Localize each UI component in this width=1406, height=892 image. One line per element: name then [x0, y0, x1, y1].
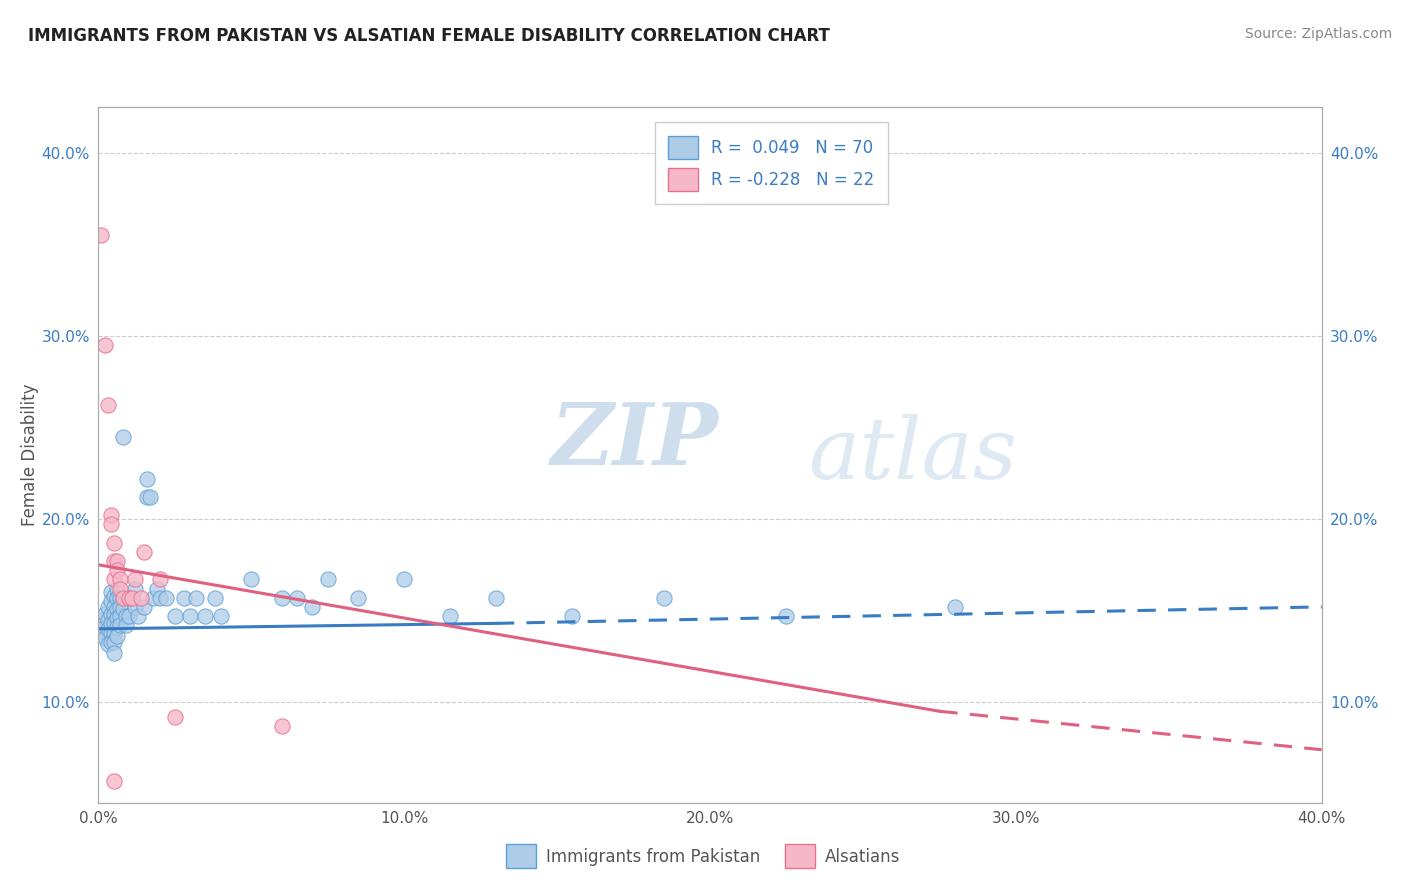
Text: atlas: atlas — [808, 414, 1017, 496]
Point — [97, 399, 120, 413]
Point — [108, 618, 131, 632]
Point — [115, 618, 138, 632]
Point — [97, 599, 120, 614]
Point — [105, 611, 128, 625]
Point — [105, 582, 128, 596]
Point — [93, 607, 115, 622]
Point — [97, 636, 120, 650]
Point — [103, 646, 125, 660]
Text: Source: ZipAtlas.com: Source: ZipAtlas.com — [1244, 27, 1392, 41]
Point — [105, 620, 128, 634]
Point — [179, 609, 201, 624]
Point — [105, 601, 128, 615]
Point — [105, 629, 128, 643]
Point — [270, 719, 292, 733]
Point — [100, 508, 122, 523]
Point — [240, 573, 263, 587]
Point — [142, 591, 165, 605]
Point — [124, 599, 146, 614]
Point — [108, 582, 131, 596]
Point — [111, 601, 134, 615]
Point — [97, 622, 120, 636]
Point — [105, 591, 128, 605]
Point — [124, 582, 146, 596]
Point — [103, 536, 125, 550]
Point — [93, 631, 115, 645]
Point — [270, 591, 292, 605]
Point — [121, 591, 143, 605]
Point — [943, 599, 966, 614]
Point — [115, 609, 138, 624]
Point — [204, 591, 226, 605]
Point — [301, 599, 323, 614]
Text: ZIP: ZIP — [551, 400, 718, 483]
Point — [561, 609, 583, 624]
Point — [111, 429, 134, 443]
Point — [108, 609, 131, 624]
Point — [100, 607, 122, 622]
Point — [118, 591, 141, 605]
Legend: R =  0.049   N = 70, R = -0.228   N = 22: R = 0.049 N = 70, R = -0.228 N = 22 — [655, 122, 887, 204]
Point — [163, 710, 186, 724]
Point — [100, 517, 122, 532]
Point — [163, 609, 186, 624]
Y-axis label: Female Disability: Female Disability — [21, 384, 39, 526]
Point — [136, 472, 159, 486]
Point — [97, 613, 120, 627]
Point — [90, 613, 112, 627]
Point — [93, 338, 115, 352]
Point — [285, 591, 308, 605]
Point — [103, 607, 125, 622]
Point — [103, 634, 125, 648]
Point — [103, 616, 125, 631]
Point — [103, 573, 125, 587]
Point — [124, 573, 146, 587]
Point — [108, 591, 131, 605]
Point — [145, 582, 167, 596]
Point — [173, 591, 195, 605]
Point — [347, 591, 370, 605]
Point — [100, 594, 122, 608]
Point — [127, 609, 149, 624]
Point — [103, 599, 125, 614]
Point — [118, 591, 141, 605]
Point — [100, 634, 122, 648]
Point — [149, 591, 172, 605]
Point — [111, 591, 134, 605]
Point — [485, 591, 508, 605]
Point — [439, 609, 461, 624]
Point — [90, 622, 112, 636]
Point — [134, 599, 156, 614]
Point — [103, 554, 125, 568]
Point — [186, 591, 208, 605]
Legend: Immigrants from Pakistan, Alsatians: Immigrants from Pakistan, Alsatians — [499, 838, 907, 875]
Point — [392, 573, 416, 587]
Point — [149, 573, 172, 587]
Point — [100, 616, 122, 631]
Point — [129, 591, 152, 605]
Point — [194, 609, 217, 624]
Point — [108, 599, 131, 614]
Point — [209, 609, 232, 624]
Point — [652, 591, 675, 605]
Point — [134, 545, 156, 559]
Point — [139, 490, 162, 504]
Point — [100, 585, 122, 599]
Point — [93, 625, 115, 640]
Point — [108, 573, 131, 587]
Point — [105, 554, 128, 568]
Point — [136, 490, 159, 504]
Point — [775, 609, 797, 624]
Point — [111, 591, 134, 605]
Point — [103, 625, 125, 640]
Point — [103, 773, 125, 788]
Point — [316, 573, 339, 587]
Text: IMMIGRANTS FROM PAKISTAN VS ALSATIAN FEMALE DISABILITY CORRELATION CHART: IMMIGRANTS FROM PAKISTAN VS ALSATIAN FEM… — [28, 27, 830, 45]
Point — [100, 625, 122, 640]
Point — [90, 228, 112, 243]
Point — [118, 609, 141, 624]
Point — [103, 589, 125, 603]
Point — [155, 591, 177, 605]
Point — [105, 563, 128, 577]
